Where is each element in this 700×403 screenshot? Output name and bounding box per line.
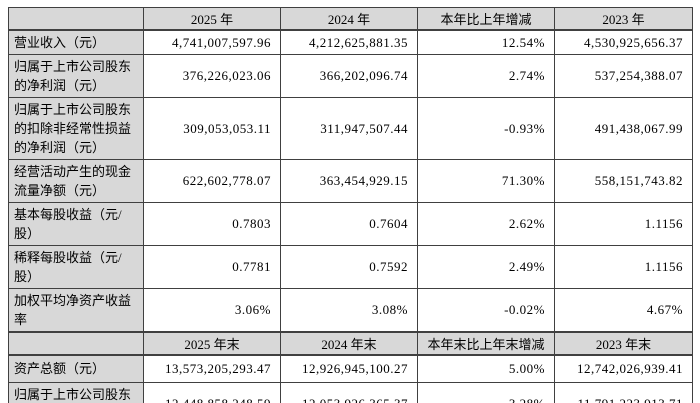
table-row-operating-cash-flow: 经营活动产生的现金流量净额（元） 622,602,778.07 363,454,… bbox=[8, 159, 693, 203]
row-label: 归属于上市公司股东的净利润（元） bbox=[8, 54, 144, 98]
value-cell: 2.49% bbox=[417, 245, 555, 289]
value-cell: 537,254,388.07 bbox=[554, 54, 693, 98]
column-header-2025: 2025 年 bbox=[143, 7, 281, 31]
value-cell: 4,530,925,656.37 bbox=[554, 29, 693, 55]
value-cell: 4.67% bbox=[554, 288, 693, 333]
column-header-2023: 2023 年 bbox=[554, 7, 693, 31]
column-header-2025-yearend: 2025 年末 bbox=[143, 331, 281, 356]
value-cell: 4,212,625,881.35 bbox=[280, 29, 418, 55]
value-cell: 491,438,067.99 bbox=[554, 97, 693, 160]
value-cell: 12,053,926,365.37 bbox=[280, 381, 418, 403]
column-header-2024-yearend: 2024 年末 bbox=[280, 331, 418, 356]
value-cell: 363,454,929.15 bbox=[280, 159, 418, 203]
value-cell: 0.7604 bbox=[280, 202, 418, 246]
period-header-row: 2025 年 2024 年 本年比上年增减 2023 年 bbox=[8, 7, 693, 31]
value-cell: 0.7803 bbox=[143, 202, 281, 246]
row-label: 归属于上市公司股东的扣除非经常性损益的净利润（元） bbox=[8, 97, 144, 160]
row-label: 经营活动产生的现金流量净额（元） bbox=[8, 159, 144, 203]
row-label: 基本每股收益（元/股） bbox=[8, 202, 144, 246]
value-cell: 0.7592 bbox=[280, 245, 418, 289]
yearend-header-row: 2025 年末 2024 年末 本年末比上年末增减 2023 年末 bbox=[8, 331, 693, 356]
value-cell: 71.30% bbox=[417, 159, 555, 203]
value-cell: 309,053,053.11 bbox=[143, 97, 281, 160]
value-cell: 622,602,778.07 bbox=[143, 159, 281, 203]
financial-summary-table: 2025 年 2024 年 本年比上年增减 2023 年 营业收入（元） 4,7… bbox=[8, 7, 693, 403]
row-label: 稀释每股收益（元/股） bbox=[8, 245, 144, 289]
value-cell: -0.93% bbox=[417, 97, 555, 160]
row-label: 资产总额（元） bbox=[8, 354, 144, 383]
table-row-net-profit-excl-nonrecurring: 归属于上市公司股东的扣除非经常性损益的净利润（元） 309,053,053.11… bbox=[8, 97, 693, 160]
value-cell: 4,741,007,597.96 bbox=[143, 29, 281, 55]
row-label: 加权平均净资产收益率 bbox=[8, 288, 144, 333]
value-cell: 1.1156 bbox=[554, 202, 693, 246]
table-row-net-profit: 归属于上市公司股东的净利润（元） 376,226,023.06 366,202,… bbox=[8, 54, 693, 98]
value-cell: 1.1156 bbox=[554, 245, 693, 289]
column-header-yearend-change: 本年末比上年末增减 bbox=[417, 331, 555, 356]
value-cell: 558,151,743.82 bbox=[554, 159, 693, 203]
value-cell: 13,573,205,293.47 bbox=[143, 354, 281, 383]
value-cell: 376,226,023.06 bbox=[143, 54, 281, 98]
value-cell: -0.02% bbox=[417, 288, 555, 333]
corner-cell bbox=[8, 7, 144, 31]
table-row-diluted-eps: 稀释每股收益（元/股） 0.7781 0.7592 2.49% 1.1156 bbox=[8, 245, 693, 289]
table-row-net-assets: 归属于上市公司股东的净资产（元） 12,448,858,248.59 12,05… bbox=[8, 381, 693, 403]
column-header-yoy-change: 本年比上年增减 bbox=[417, 7, 555, 31]
row-label: 归属于上市公司股东的净资产（元） bbox=[8, 381, 144, 403]
value-cell: 3.08% bbox=[280, 288, 418, 333]
value-cell: 311,947,507.44 bbox=[280, 97, 418, 160]
table-row-operating-revenue: 营业收入（元） 4,741,007,597.96 4,212,625,881.3… bbox=[8, 29, 693, 55]
value-cell: 12.54% bbox=[417, 29, 555, 55]
value-cell: 2.62% bbox=[417, 202, 555, 246]
value-cell: 12,742,026,939.41 bbox=[554, 354, 693, 383]
value-cell: 11,791,223,913.71 bbox=[554, 381, 693, 403]
value-cell: 3.28% bbox=[417, 381, 555, 403]
column-header-2023-yearend: 2023 年末 bbox=[554, 331, 693, 356]
value-cell: 366,202,096.74 bbox=[280, 54, 418, 98]
value-cell: 2.74% bbox=[417, 54, 555, 98]
value-cell: 12,926,945,100.27 bbox=[280, 354, 418, 383]
table-row-total-assets: 资产总额（元） 13,573,205,293.47 12,926,945,100… bbox=[8, 354, 693, 383]
value-cell: 5.00% bbox=[417, 354, 555, 383]
row-label: 营业收入（元） bbox=[8, 29, 144, 55]
value-cell: 12,448,858,248.59 bbox=[143, 381, 281, 403]
corner-cell bbox=[8, 331, 144, 356]
table-row-basic-eps: 基本每股收益（元/股） 0.7803 0.7604 2.62% 1.1156 bbox=[8, 202, 693, 246]
table-row-weighted-avg-roe: 加权平均净资产收益率 3.06% 3.08% -0.02% 4.67% bbox=[8, 288, 693, 333]
value-cell: 0.7781 bbox=[143, 245, 281, 289]
value-cell: 3.06% bbox=[143, 288, 281, 333]
column-header-2024: 2024 年 bbox=[280, 7, 418, 31]
